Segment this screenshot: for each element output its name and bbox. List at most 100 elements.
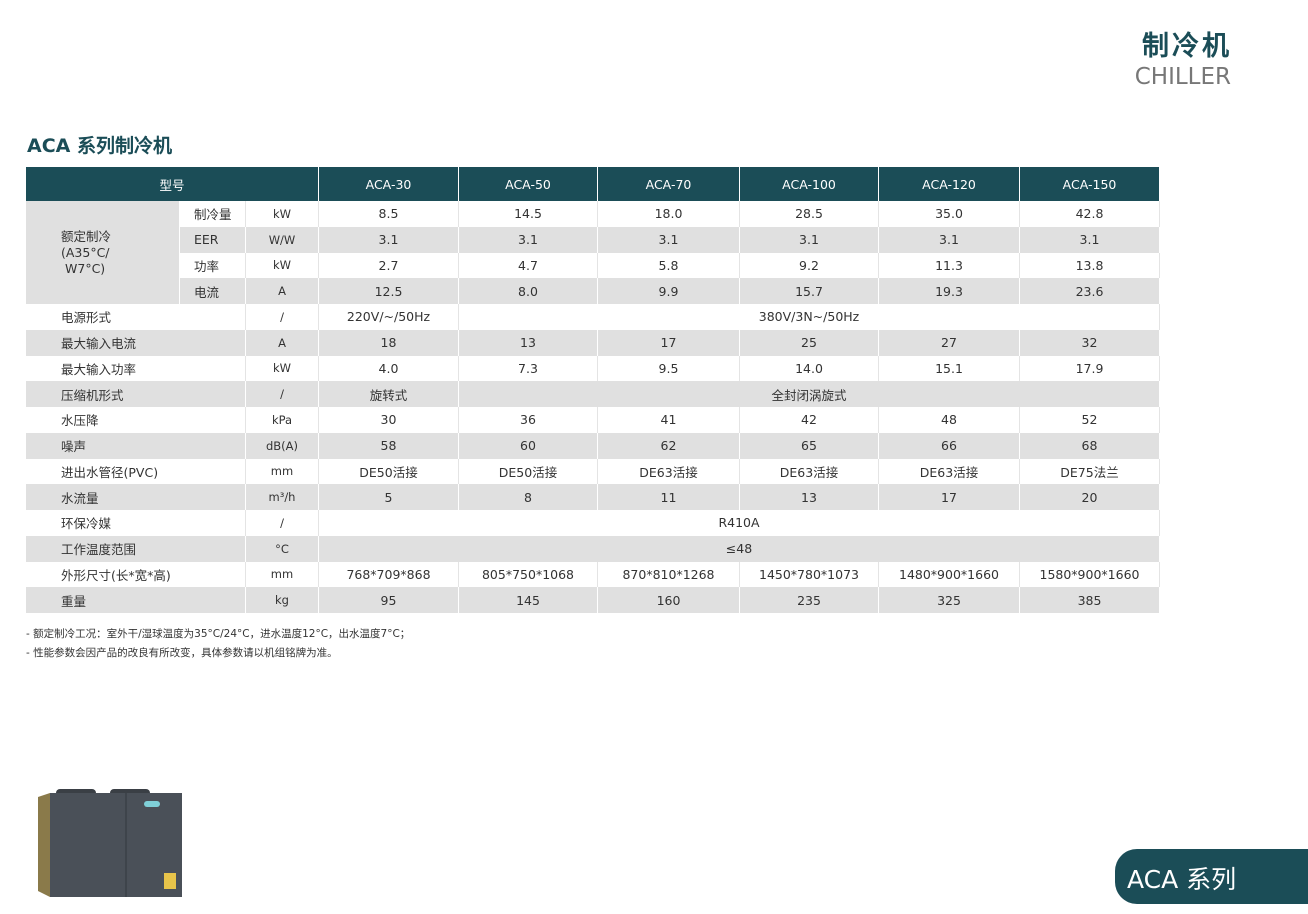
value-cell: 27 (879, 329, 1020, 356)
header-cell: ACA-30 (319, 167, 459, 201)
page-subtitle: CHILLER (1134, 64, 1231, 90)
value-cell: 28.5 (740, 201, 879, 227)
group-label: 额定制冷 (A35°C/W7°C) (26, 201, 180, 304)
unit-cell: mm (246, 458, 319, 485)
row-label: 噪声 (26, 432, 246, 459)
value-cell: 805*750*1068 (459, 561, 598, 588)
value-cell: 13 (459, 329, 598, 356)
value-cell: 3.1 (1020, 226, 1160, 253)
value-cell: 18 (319, 329, 459, 356)
value-cell: 11.3 (879, 252, 1020, 279)
value-cell: 42 (740, 407, 879, 433)
unit-cell: A (246, 329, 319, 356)
value-cell: 1580*900*1660 (1020, 561, 1160, 588)
unit-cell: °C (246, 535, 319, 562)
value-cell: 5 (319, 484, 459, 510)
value-cell: 41 (598, 407, 740, 433)
value-cell: 旋转式 (319, 381, 459, 407)
value-cell: 13 (740, 484, 879, 510)
group-label-line: (A35°C/ (61, 244, 110, 260)
value-cell: 160 (598, 587, 740, 613)
value-cell: 8.0 (459, 278, 598, 304)
value-cell: 66 (879, 432, 1020, 459)
value-cell: 380V/3N~/50Hz (459, 304, 1160, 330)
value-cell: 9.5 (598, 355, 740, 382)
value-cell: 30 (319, 407, 459, 433)
unit-cell: mm (246, 561, 319, 588)
value-cell: 768*709*868 (319, 561, 459, 588)
value-cell: 19.3 (879, 278, 1020, 304)
row-label: 电源形式 (26, 304, 246, 330)
value-cell: 4.0 (319, 355, 459, 382)
value-cell: 62 (598, 432, 740, 459)
unit-cell: / (246, 510, 319, 536)
value-cell: 65 (740, 432, 879, 459)
value-cell: 35.0 (879, 201, 1020, 227)
value-cell: 145 (459, 587, 598, 613)
unit-cell: m³/h (246, 484, 319, 510)
value-cell: 3.1 (879, 226, 1020, 253)
row-label: 环保冷媒 (26, 510, 246, 536)
group-label-line: W7°C) (65, 260, 106, 276)
header-cell: ACA-50 (459, 167, 598, 201)
row-label: EER (180, 226, 246, 253)
value-cell: 7.3 (459, 355, 598, 382)
row-label: 工作温度范围 (26, 535, 246, 562)
value-cell: DE50活接 (459, 458, 598, 485)
row-label: 水压降 (26, 407, 246, 433)
value-cell: 48 (879, 407, 1020, 433)
header-cell: ACA-120 (879, 167, 1020, 201)
unit-cell: A (246, 278, 319, 304)
value-cell: 870*810*1268 (598, 561, 740, 588)
unit-cell: W/W (246, 226, 319, 253)
value-cell: 58 (319, 432, 459, 459)
value-cell: 17 (879, 484, 1020, 510)
unit-cell: / (246, 304, 319, 330)
unit-cell: kPa (246, 407, 319, 433)
value-cell: 325 (879, 587, 1020, 613)
value-cell: 42.8 (1020, 201, 1160, 227)
row-label: 最大输入功率 (26, 355, 246, 382)
value-cell: 3.1 (740, 226, 879, 253)
value-cell: 17.9 (1020, 355, 1160, 382)
row-label: 进出水管径(PVC) (26, 458, 246, 485)
value-cell: 36 (459, 407, 598, 433)
value-cell: 1480*900*1660 (879, 561, 1020, 588)
value-cell: DE75法兰 (1020, 458, 1160, 485)
unit-cell: kW (246, 355, 319, 382)
value-cell: 68 (1020, 432, 1160, 459)
row-label: 最大输入电流 (26, 329, 246, 356)
header-cell: ACA-150 (1020, 167, 1160, 201)
value-cell: 32 (1020, 329, 1160, 356)
unit-cell: dB(A) (246, 432, 319, 459)
value-cell: 12.5 (319, 278, 459, 304)
value-cell: 25 (740, 329, 879, 356)
row-label: 电流 (180, 278, 246, 304)
value-cell: 23.6 (1020, 278, 1160, 304)
value-cell: 18.0 (598, 201, 740, 227)
page-title: 制冷机 (1142, 31, 1232, 62)
value-cell: 15.7 (740, 278, 879, 304)
value-cell: 8 (459, 484, 598, 510)
value-cell: 52 (1020, 407, 1160, 433)
value-cell: 95 (319, 587, 459, 613)
value-cell: DE63活接 (740, 458, 879, 485)
header-cell: ACA-100 (740, 167, 879, 201)
value-cell: 385 (1020, 587, 1160, 613)
value-cell: 2.7 (319, 252, 459, 279)
value-cell: 5.8 (598, 252, 740, 279)
value-cell: 9.2 (740, 252, 879, 279)
value-cell: 220V/~/50Hz (319, 304, 459, 330)
value-cell: 13.8 (1020, 252, 1160, 279)
unit-cell: / (246, 381, 319, 407)
value-cell: 14.5 (459, 201, 598, 227)
value-cell: 8.5 (319, 201, 459, 227)
value-cell: 235 (740, 587, 879, 613)
value-cell: 14.0 (740, 355, 879, 382)
value-cell: 3.1 (598, 226, 740, 253)
value-cell: 15.1 (879, 355, 1020, 382)
value-cell: R410A (319, 510, 1160, 536)
value-cell: 3.1 (459, 226, 598, 253)
value-cell: ≤48 (319, 535, 1160, 562)
